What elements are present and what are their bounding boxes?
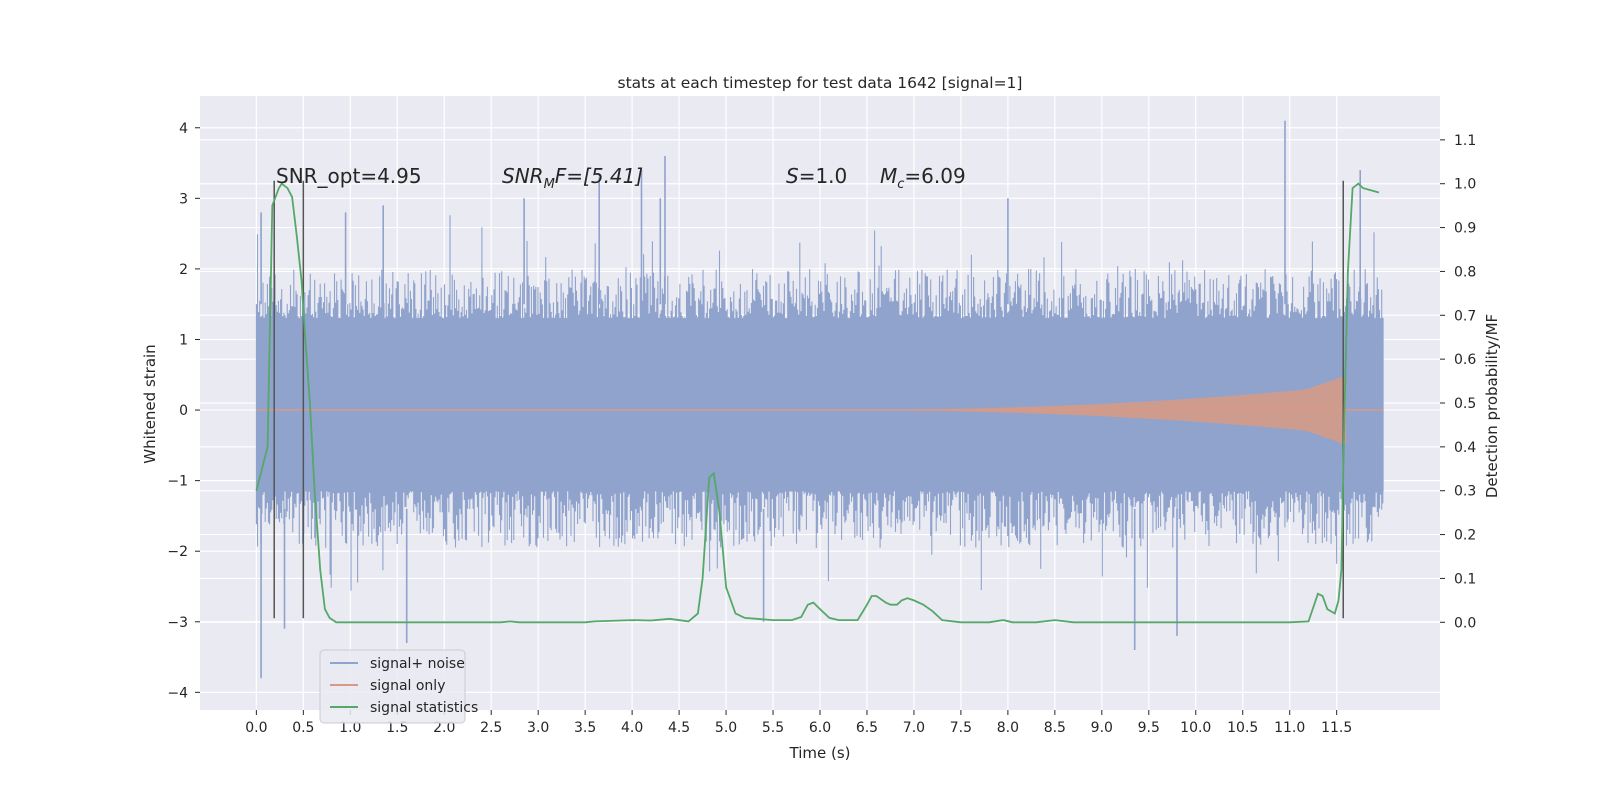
- annotation-snr-mf-pre: SNR: [502, 164, 544, 188]
- legend-box: [319, 649, 466, 724]
- y-right-tick-label: 0.8: [1454, 264, 1476, 280]
- x-tick-label: 1.5: [386, 720, 408, 736]
- y-right-tick-label: 0.1: [1454, 571, 1476, 587]
- annotation-s-pre: S: [786, 164, 799, 188]
- y-right-tick-label: 0.3: [1454, 484, 1476, 500]
- y-right-tick-label: 0.6: [1454, 352, 1476, 368]
- x-tick-label: 5.0: [715, 720, 737, 736]
- y-tick-label: 3: [179, 191, 188, 207]
- noise-extreme-spikes: [260, 120, 1361, 679]
- legend-label-signal-noise: signal+ noise: [370, 656, 465, 672]
- annotation-mc-post: =6.09: [904, 164, 965, 188]
- x-tick-label: 0.5: [292, 720, 314, 736]
- annotation-snr-mf-sub: M: [544, 177, 555, 192]
- x-tick-label: 5.5: [762, 720, 784, 736]
- y-tick-label: 2: [179, 262, 188, 278]
- x-tick-label: 10.0: [1180, 720, 1211, 736]
- x-tick-label: 6.5: [856, 720, 878, 736]
- y-tick-label: 4: [179, 121, 188, 137]
- annotation-s-value: S=1.0: [786, 164, 847, 188]
- y-right-tick-label: 0.5: [1454, 396, 1476, 412]
- signal-chirp: [820, 375, 1347, 445]
- y-right-tick-label: 0.7: [1454, 308, 1476, 324]
- x-tick-label: 7.5: [950, 720, 972, 736]
- y-tick-label: −3: [167, 615, 188, 631]
- annotation-snr-opt: SNR_opt=4.95: [276, 164, 422, 188]
- y-right-tick-label: 0.9: [1454, 221, 1476, 237]
- event-markers: [273, 180, 1344, 619]
- y-axis-label-right: Detection probability/MF: [1483, 314, 1501, 498]
- series-signal-only: [256, 375, 1384, 445]
- y-tick-label: −1: [167, 474, 188, 490]
- y-tick-label: 0: [179, 403, 188, 419]
- x-tick-label: 8.5: [1044, 720, 1066, 736]
- y-right-tick-label: 1.1: [1454, 133, 1476, 149]
- x-tick-label: 3.0: [527, 720, 549, 736]
- x-tick-label: 2.0: [433, 720, 455, 736]
- y-tick-label: −4: [167, 685, 188, 701]
- y-right-tick-label: 0.0: [1454, 615, 1476, 631]
- annotation-s-post: =1.0: [799, 164, 848, 188]
- axes: 0.0 0.5 1.0 1.5 2.0 2.5 3.0 3.5 4.0 4.5 5.0 5.5 6.0 6…: [167, 121, 1476, 736]
- x-tick-label: 4.5: [668, 720, 690, 736]
- x-tick-label: 11.5: [1321, 720, 1352, 736]
- y-right-tick-label: 0.2: [1454, 528, 1476, 544]
- legend: signal+ noise signal only signal statist…: [319, 649, 478, 724]
- x-tick-label: 2.5: [480, 720, 502, 736]
- x-tick-label: 4.0: [621, 720, 643, 736]
- x-tick-label: 0.0: [245, 720, 267, 736]
- x-tick-label: 11.0: [1274, 720, 1305, 736]
- annotations: SNR_opt=4.95 SNRMF=[5.41] S=1.0 Mc=6.09: [276, 164, 966, 192]
- x-tick-label: 10.5: [1227, 720, 1258, 736]
- x-tick-label: 1.0: [339, 720, 361, 736]
- legend-label-signal-statistics: signal statistics: [370, 700, 478, 716]
- annotation-mc-sub: c: [897, 177, 904, 192]
- y-right-tick-label: 0.4: [1454, 440, 1476, 456]
- annotation-mc-value: Mc=6.09: [880, 164, 966, 192]
- y-axis-label-left: Whitened strain: [141, 344, 159, 463]
- signal-statistics-line: [255, 182, 1380, 624]
- x-tick-label: 8.0: [997, 720, 1019, 736]
- x-tick-label: 9.5: [1138, 720, 1160, 736]
- series-signal-statistics: [255, 182, 1380, 624]
- annotation-mc-pre: M: [880, 164, 897, 188]
- annotation-snr-mf-post: F=[5.41]: [555, 164, 643, 188]
- x-axis-label: Time (s): [789, 744, 851, 762]
- y-tick-label: 1: [179, 332, 188, 348]
- legend-label-signal-only: signal only: [370, 678, 445, 694]
- x-tick-label: 6.0: [809, 720, 831, 736]
- y-right-tick-label: 1.0: [1454, 177, 1476, 193]
- x-tick-label: 3.5: [574, 720, 596, 736]
- x-tick-label: 9.0: [1091, 720, 1113, 736]
- y-tick-label: −2: [167, 544, 188, 560]
- x-tick-label: 7.0: [903, 720, 925, 736]
- annotation-snr-mf: SNRMF=[5.41]: [502, 164, 643, 192]
- chart-title: stats at each timestep for test data 164…: [618, 74, 1023, 92]
